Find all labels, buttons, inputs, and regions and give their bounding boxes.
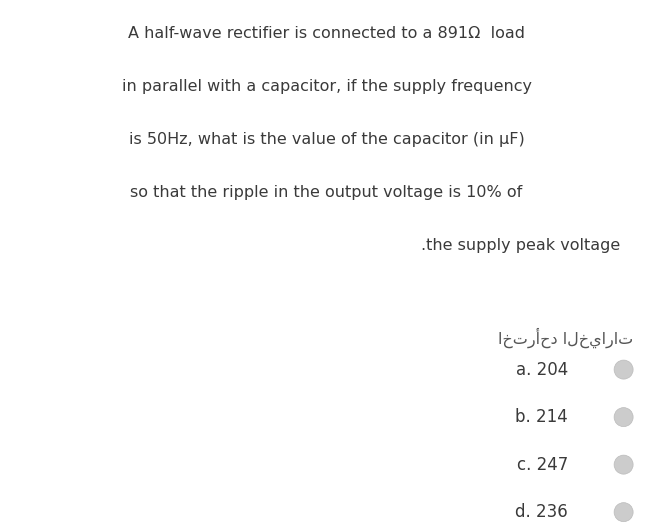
Text: is 50Hz, what is the value of the capacitor (in μF): is 50Hz, what is the value of the capaci… <box>129 132 524 147</box>
Text: b. 214: b. 214 <box>515 408 568 426</box>
Text: c. 247: c. 247 <box>517 456 568 474</box>
Text: اخترأحد الخيارات: اخترأحد الخيارات <box>498 327 633 348</box>
Text: .the supply peak voltage: .the supply peak voltage <box>421 238 620 252</box>
Text: d. 236: d. 236 <box>515 503 568 521</box>
Text: A half-wave rectifier is connected to a 891Ω  load: A half-wave rectifier is connected to a … <box>128 26 525 41</box>
Text: a. 204: a. 204 <box>516 361 568 379</box>
Ellipse shape <box>614 408 633 427</box>
Ellipse shape <box>614 455 633 474</box>
Text: so that the ripple in the output voltage is 10% of: so that the ripple in the output voltage… <box>131 185 522 200</box>
Ellipse shape <box>614 503 633 522</box>
Text: in parallel with a capacitor, if the supply frequency: in parallel with a capacitor, if the sup… <box>121 79 532 94</box>
Ellipse shape <box>614 360 633 379</box>
